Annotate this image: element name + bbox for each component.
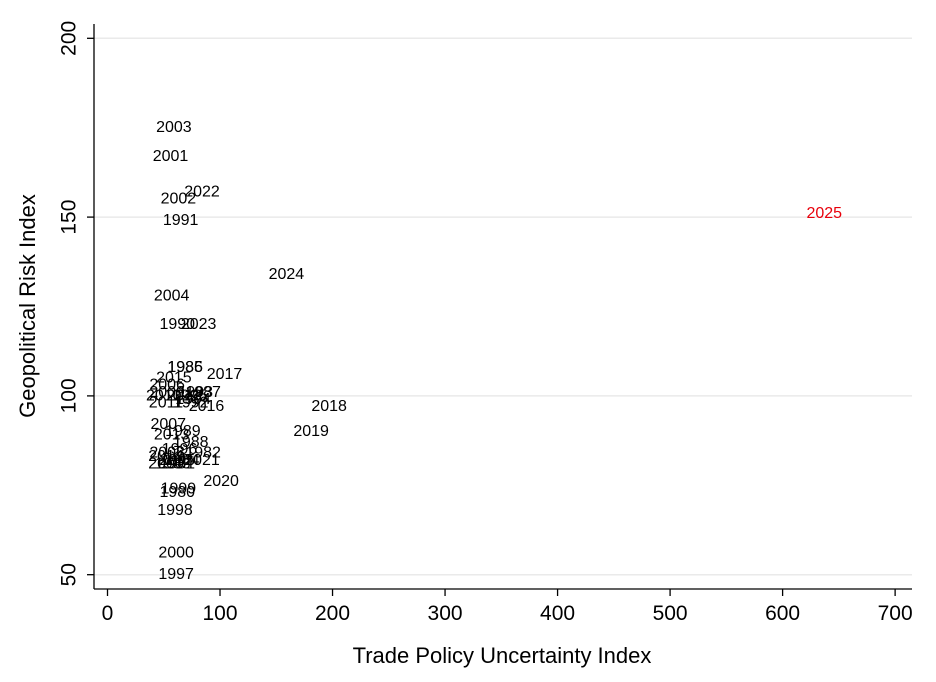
point-label: 2012 — [166, 387, 202, 404]
point-label: 2024 — [269, 266, 305, 283]
point-label: 1997 — [158, 566, 194, 583]
x-tick-label: 100 — [202, 602, 237, 625]
point-label: 2017 — [207, 366, 243, 383]
point-label: 2007 — [150, 416, 186, 433]
point-label: 2000 — [158, 545, 194, 562]
point-label: 1984 — [164, 452, 200, 469]
point-label: 1989 — [165, 423, 201, 440]
point-label: 1995 — [172, 387, 208, 404]
point-label: 2003 — [156, 119, 192, 136]
point-label: 1992 — [173, 395, 209, 412]
point-label: 2023 — [181, 316, 217, 333]
point-label: 2002 — [161, 191, 197, 208]
x-tick-label: 600 — [765, 602, 800, 625]
point-label: 2001 — [153, 148, 189, 165]
point-label-highlight: 2025 — [806, 205, 842, 222]
y-tick-label: 50 — [58, 563, 81, 586]
point-label: 2018 — [311, 398, 347, 415]
point-label: 2014 — [148, 448, 184, 465]
x-tick-label: 0 — [102, 602, 114, 625]
x-tick-label: 400 — [540, 602, 575, 625]
point-label: 1998 — [157, 502, 193, 519]
point-label: 1991 — [163, 212, 199, 229]
x-tick-label: 700 — [878, 602, 913, 625]
point-label: 2022 — [184, 184, 220, 201]
point-label: 1988 — [173, 434, 209, 451]
x-tick-label: 300 — [428, 602, 463, 625]
point-label: 1982 — [185, 445, 221, 462]
point-label: 2004 — [154, 287, 190, 304]
point-label: 2006 — [149, 377, 185, 394]
x-tick-label: 200 — [315, 602, 350, 625]
y-tick-label: 200 — [58, 21, 81, 56]
point-label: 1980 — [159, 484, 195, 501]
point-label: 2005 — [159, 452, 195, 469]
gridlines — [94, 37, 912, 576]
x-axis-title: Trade Policy Uncertainty Index — [353, 643, 652, 668]
y-tick-label: 100 — [58, 378, 81, 413]
x-tick-label: 500 — [653, 602, 688, 625]
point-label: 2016 — [189, 398, 225, 415]
point-label: 1987 — [185, 384, 221, 401]
point-label: 1999 — [161, 480, 197, 497]
point-label: 1983 — [155, 455, 191, 472]
point-label: 2013 — [154, 427, 190, 444]
point-label: 2010 — [146, 387, 182, 404]
y-ticks: 50 100 150 200 — [58, 21, 94, 586]
point-label: 2020 — [203, 473, 239, 490]
point-label: 2009 — [149, 384, 185, 401]
y-tick-label: 150 — [58, 200, 81, 235]
point-label: 2019 — [293, 423, 329, 440]
point-label: 2000 — [148, 455, 184, 472]
point-label: 2015 — [156, 370, 192, 387]
point-label: 1990 — [159, 316, 195, 333]
point-label: 1996 — [162, 441, 198, 458]
point-label: 2011 — [149, 395, 184, 412]
x-ticks: 0 100 200 300 400 500 600 700 — [102, 589, 913, 625]
y-axis-title: Geopolitical Risk Index — [15, 194, 40, 418]
point-label: 1993 — [177, 384, 213, 401]
point-label: 2008 — [149, 445, 185, 462]
point-label: 2021 — [184, 452, 220, 469]
axes — [93, 24, 912, 590]
point-label: 1994 — [175, 391, 211, 408]
point-label: 1981 — [159, 455, 195, 472]
point-label: 1986 — [167, 359, 203, 376]
point-label: 1985 — [167, 359, 203, 376]
